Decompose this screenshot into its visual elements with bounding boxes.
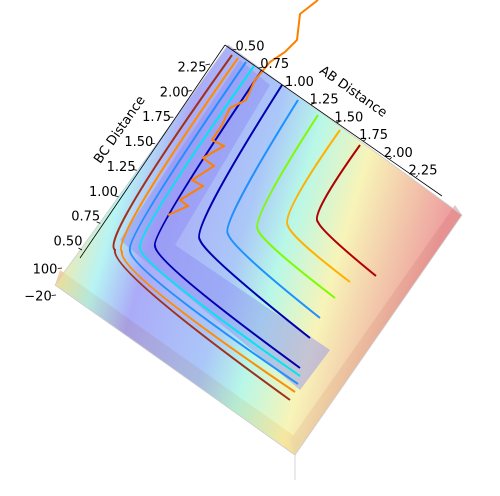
surface <box>55 45 462 455</box>
y-tick <box>187 90 192 92</box>
x-tick-label: 1.00 <box>285 75 314 90</box>
x-axis-line <box>224 44 443 197</box>
y-tick-label: 0.50 <box>54 235 83 250</box>
x-tick-label: 0.75 <box>260 57 289 72</box>
x-tick <box>310 102 315 105</box>
y-tick-label: 1.75 <box>142 110 171 125</box>
z-tick <box>51 294 57 296</box>
trajectory <box>167 0 319 216</box>
z-tick <box>57 267 63 269</box>
y-axis-label: BC Distance <box>91 93 148 166</box>
x-tick-label: 0.50 <box>236 40 265 55</box>
y-tick <box>114 195 119 198</box>
y-tick-label: 1.50 <box>124 135 153 150</box>
x-tick <box>284 84 289 87</box>
x-tick-label: 2.00 <box>384 146 413 161</box>
y-axis-line <box>79 44 226 259</box>
x-tick-label: 1.50 <box>334 110 363 125</box>
x-tick <box>258 66 263 69</box>
y-tick <box>132 169 137 171</box>
y-tick-label: 2.00 <box>160 85 189 100</box>
y-tick <box>96 221 101 224</box>
x-tick <box>336 121 341 123</box>
x-tick <box>363 139 367 142</box>
x-tick <box>415 175 419 178</box>
z-tick-label: −20 <box>24 290 51 305</box>
y-tick <box>78 247 83 251</box>
y-tick-label: 1.00 <box>89 185 118 200</box>
x-tick <box>389 157 393 160</box>
pane-grid <box>54 44 463 480</box>
x-tick <box>231 48 237 51</box>
x-tick-label: 1.75 <box>359 128 388 143</box>
y-tick-label: 0.75 <box>71 210 100 225</box>
contours <box>112 54 377 401</box>
x-tick-label: 2.25 <box>409 164 438 179</box>
x-tick-label: 1.25 <box>310 93 339 108</box>
y-tick-label: 1.25 <box>107 160 136 175</box>
z-tick-label: 100 <box>33 263 58 278</box>
y-tick <box>205 63 211 66</box>
y-tick-label: 2.25 <box>178 61 207 76</box>
